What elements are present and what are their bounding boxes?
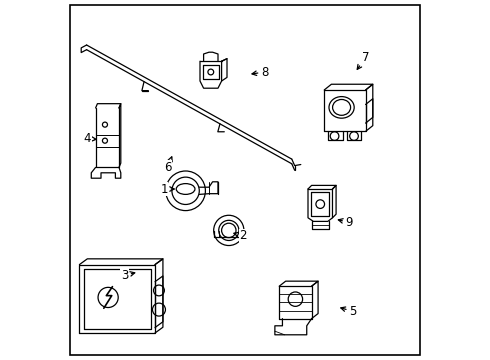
Text: 8: 8 bbox=[252, 66, 269, 78]
Text: 2: 2 bbox=[234, 229, 247, 242]
Text: 4: 4 bbox=[84, 132, 96, 145]
Text: 6: 6 bbox=[164, 157, 172, 174]
Text: 7: 7 bbox=[357, 51, 369, 69]
Text: 1: 1 bbox=[160, 183, 174, 195]
Text: 5: 5 bbox=[341, 305, 357, 318]
Text: 3: 3 bbox=[121, 269, 135, 282]
Text: 9: 9 bbox=[338, 216, 353, 229]
